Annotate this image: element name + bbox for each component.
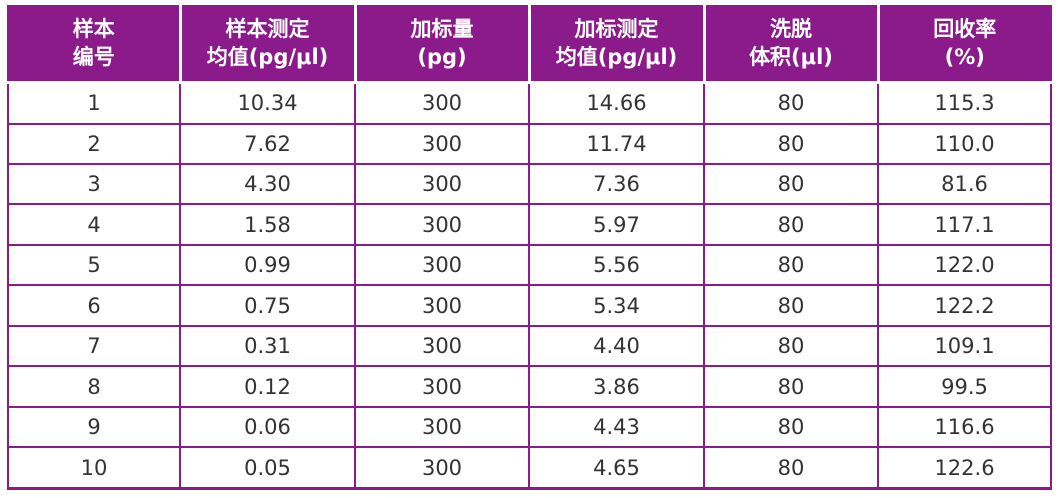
cell-sample-id: 7 — [7, 324, 181, 368]
cell-spiked-mean: 5.34 — [528, 284, 705, 327]
cell-spiked-mean: 14.66 — [528, 81, 705, 125]
cell-sample-mean: 10.34 — [179, 81, 356, 125]
cell-elution-volume: 80 — [703, 284, 879, 327]
table-row: 3 4.30 300 7.36 80 81.6 — [7, 162, 1052, 206]
cell-spiked-mean: 7.36 — [528, 162, 705, 206]
cell-spiked-mean: 4.43 — [528, 405, 705, 449]
cell-spike-amount: 300 — [354, 81, 530, 125]
cell-sample-id: 1 — [7, 81, 181, 125]
cell-recovery-rate: 115.3 — [877, 81, 1052, 125]
cell-spike-amount: 300 — [354, 284, 530, 327]
header-row: 样本 编号 样本测定 均值(pg/μl) 加标量 (pg) 加标测定 均值(pg… — [7, 5, 1052, 84]
cell-elution-volume: 80 — [703, 81, 879, 125]
cell-spike-amount: 300 — [354, 405, 530, 449]
cell-sample-mean: 0.31 — [179, 324, 356, 368]
cell-recovery-rate: 122.6 — [877, 446, 1052, 491]
cell-sample-id: 5 — [7, 243, 181, 287]
cell-sample-mean: 1.58 — [179, 203, 356, 246]
cell-spiked-mean: 5.56 — [528, 243, 705, 287]
cell-spike-amount: 300 — [354, 365, 530, 408]
table-row: 2 7.62 300 11.74 80 110.0 — [7, 122, 1052, 165]
cell-spiked-mean: 3.86 — [528, 365, 705, 408]
cell-sample-mean: 4.30 — [179, 162, 356, 206]
cell-sample-id: 8 — [7, 365, 181, 408]
header-sample-id: 样本 编号 — [7, 5, 182, 84]
cell-elution-volume: 80 — [703, 243, 879, 287]
cell-recovery-rate: 116.6 — [877, 405, 1052, 449]
cell-sample-id: 10 — [7, 446, 181, 491]
cell-elution-volume: 80 — [703, 405, 879, 449]
cell-spike-amount: 300 — [354, 203, 530, 246]
cell-elution-volume: 80 — [703, 122, 879, 165]
recovery-table: 样本 编号 样本测定 均值(pg/μl) 加标量 (pg) 加标测定 均值(pg… — [7, 5, 1052, 491]
cell-spike-amount: 300 — [354, 243, 530, 287]
header-spiked-mean: 加标测定 均值(pg/μl) — [527, 5, 706, 84]
cell-spiked-mean: 4.65 — [528, 446, 705, 491]
cell-sample-id: 2 — [7, 122, 181, 165]
table-row: 1 10.34 300 14.66 80 115.3 — [7, 81, 1052, 125]
cell-recovery-rate: 99.5 — [877, 365, 1052, 408]
cell-recovery-rate: 81.6 — [877, 162, 1052, 206]
cell-recovery-rate: 110.0 — [877, 122, 1052, 165]
table-row: 9 0.06 300 4.43 80 116.6 — [7, 405, 1052, 449]
table-header: 样本 编号 样本测定 均值(pg/μl) 加标量 (pg) 加标测定 均值(pg… — [7, 5, 1052, 84]
table-body: 1 10.34 300 14.66 80 115.3 2 7.62 300 11.74 80 110.… — [7, 81, 1052, 491]
cell-spike-amount: 300 — [354, 122, 530, 165]
cell-sample-mean: 0.05 — [179, 446, 356, 491]
table-row: 5 0.99 300 5.56 80 122.0 — [7, 243, 1052, 287]
cell-spiked-mean: 11.74 — [528, 122, 705, 165]
recovery-table-container: 样本 编号 样本测定 均值(pg/μl) 加标量 (pg) 加标测定 均值(pg… — [7, 5, 1052, 491]
cell-spike-amount: 300 — [354, 446, 530, 491]
cell-elution-volume: 80 — [703, 446, 879, 491]
cell-sample-mean: 0.06 — [179, 405, 356, 449]
cell-spiked-mean: 4.40 — [528, 324, 705, 368]
cell-sample-mean: 0.99 — [179, 243, 356, 287]
cell-sample-id: 4 — [7, 203, 181, 246]
cell-recovery-rate: 109.1 — [877, 324, 1052, 368]
cell-sample-mean: 0.75 — [179, 284, 356, 327]
cell-elution-volume: 80 — [703, 162, 879, 206]
cell-spike-amount: 300 — [354, 162, 530, 206]
cell-recovery-rate: 117.1 — [877, 203, 1052, 246]
cell-spike-amount: 300 — [354, 324, 530, 368]
cell-sample-id: 6 — [7, 284, 181, 327]
header-sample-mean: 样本测定 均值(pg/μl) — [178, 5, 357, 84]
cell-sample-id: 9 — [7, 405, 181, 449]
header-elution-volume: 洗脱 体积(μl) — [702, 5, 880, 84]
cell-elution-volume: 80 — [703, 365, 879, 408]
table-row: 6 0.75 300 5.34 80 122.2 — [7, 284, 1052, 327]
cell-sample-mean: 0.12 — [179, 365, 356, 408]
cell-spiked-mean: 5.97 — [528, 203, 705, 246]
cell-elution-volume: 80 — [703, 324, 879, 368]
header-recovery-rate: 回收率 (%) — [876, 5, 1052, 84]
header-spike-amount: 加标量 (pg) — [353, 5, 531, 84]
table-row: 10 0.05 300 4.65 80 122.6 — [7, 446, 1052, 491]
cell-recovery-rate: 122.2 — [877, 284, 1052, 327]
table-row: 8 0.12 300 3.86 80 99.5 — [7, 365, 1052, 408]
cell-elution-volume: 80 — [703, 203, 879, 246]
cell-sample-mean: 7.62 — [179, 122, 356, 165]
table-row: 7 0.31 300 4.40 80 109.1 — [7, 324, 1052, 368]
cell-recovery-rate: 122.0 — [877, 243, 1052, 287]
table-row: 4 1.58 300 5.97 80 117.1 — [7, 203, 1052, 246]
cell-sample-id: 3 — [7, 162, 181, 206]
